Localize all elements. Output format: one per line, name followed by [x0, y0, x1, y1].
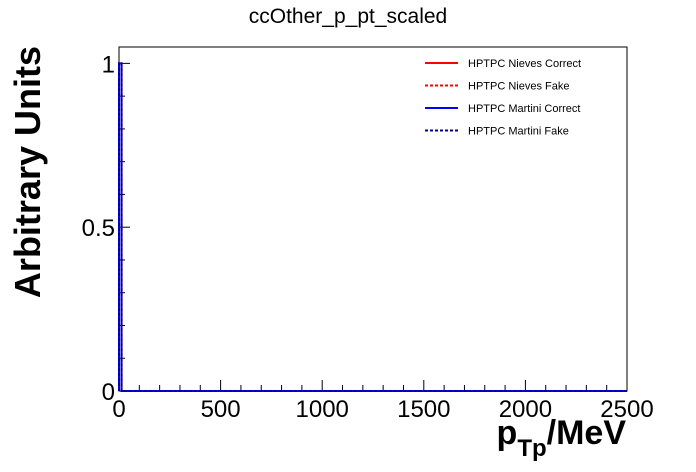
legend-label-1: HPTPC Nieves Correct [468, 58, 581, 70]
legend-label-4: HPTPC Martini Fake [468, 126, 569, 138]
x-axis-title-main: p [497, 414, 518, 452]
series-line-4 [118, 62, 627, 392]
x-tick-label: 2000 [499, 396, 552, 423]
x-tick-label: 0 [112, 396, 125, 423]
y-tick-label: 1 [102, 51, 115, 78]
legend-label-3: HPTPC Martini Correct [468, 103, 580, 115]
y-tick-label: 0.5 [82, 215, 115, 242]
legend-label-2: HPTPC Nieves Fake [468, 81, 569, 93]
chart-title: ccOther_p_pt_scaled [249, 5, 447, 28]
x-tick-label: 1500 [397, 396, 450, 423]
legend: HPTPC Nieves Correct HPTPC Nieves Fake HPT… [425, 58, 581, 138]
x-axis-title: pTp/MeV [497, 414, 627, 462]
x-tick-label: 2500 [600, 396, 653, 423]
x-axis-title-unit: /MeV [547, 414, 627, 452]
plot-frame [118, 46, 628, 392]
x-tick-label: 1000 [296, 396, 349, 423]
y-tick-label: 0 [102, 379, 115, 406]
y-axis-title: Arbitrary Units [7, 46, 48, 298]
x-tick-label: 500 [201, 396, 241, 423]
x-axis-title-subscript: Tp [517, 435, 546, 462]
